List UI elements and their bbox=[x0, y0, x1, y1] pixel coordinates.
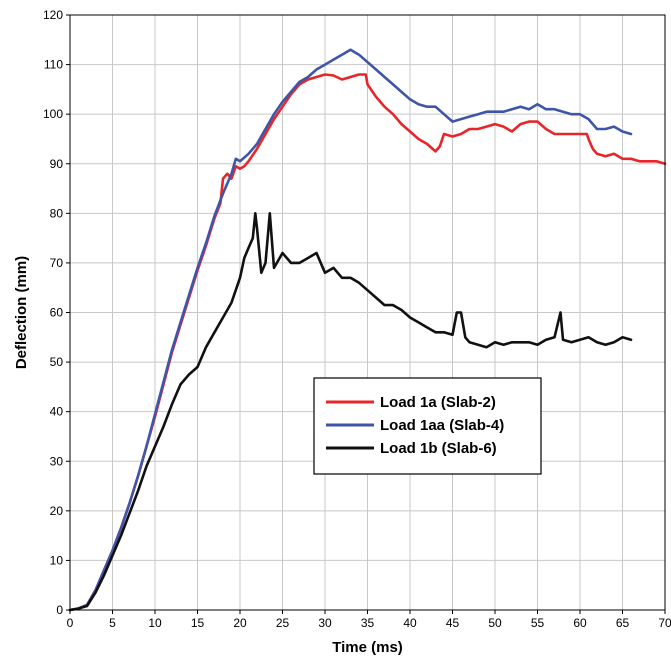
x-tick-label: 65 bbox=[616, 616, 630, 630]
y-tick-label: 100 bbox=[43, 107, 63, 121]
x-tick-label: 45 bbox=[446, 616, 460, 630]
y-tick-label: 0 bbox=[56, 603, 63, 617]
x-tick-label: 40 bbox=[403, 616, 417, 630]
x-tick-label: 25 bbox=[276, 616, 290, 630]
grid bbox=[69, 14, 666, 611]
legend: Load 1a (Slab-2) Load 1aa (Slab-4) Load 1b… bbox=[313, 377, 542, 475]
series-line-2 bbox=[68, 48, 633, 612]
x-tick-label: 35 bbox=[361, 616, 375, 630]
x-tick-label: 10 bbox=[148, 616, 162, 630]
x-tick-label: 20 bbox=[233, 616, 247, 630]
x-tick-label: 70 bbox=[658, 616, 671, 630]
x-tick-label: 30 bbox=[318, 616, 332, 630]
legend-label-3: Load 1b (Slab-6) bbox=[380, 440, 497, 457]
x-tick-label: 5 bbox=[109, 616, 116, 630]
y-axis-ticks: 0 10 20 30 40 50 60 70 80 90 100 110 120 bbox=[43, 8, 70, 617]
y-tick-label: 10 bbox=[50, 553, 64, 567]
legend-label-1: Load 1a (Slab-2) bbox=[380, 394, 496, 411]
x-tick-label: 15 bbox=[191, 616, 205, 630]
legend-label-2: Load 1aa (Slab-4) bbox=[380, 417, 504, 434]
y-tick-label: 110 bbox=[44, 58, 63, 72]
y-tick-label: 40 bbox=[50, 405, 64, 419]
series-lines bbox=[68, 48, 667, 612]
x-axis-title: Time (ms) bbox=[332, 639, 403, 656]
y-tick-label: 70 bbox=[50, 256, 64, 270]
x-axis-ticks: 0 5 10 15 20 25 30 35 40 45 50 55 60 65 70 bbox=[67, 610, 671, 630]
x-tick-label: 55 bbox=[531, 616, 545, 630]
x-tick-label: 0 bbox=[67, 616, 74, 630]
x-tick-label: 60 bbox=[573, 616, 587, 630]
y-tick-label: 80 bbox=[50, 206, 64, 220]
y-axis-title: Deflection (mm) bbox=[13, 256, 30, 369]
series-line-3 bbox=[68, 212, 633, 612]
y-tick-label: 30 bbox=[50, 454, 64, 468]
y-tick-label: 60 bbox=[50, 306, 64, 320]
y-tick-label: 90 bbox=[50, 157, 64, 171]
y-tick-label: 50 bbox=[50, 355, 64, 369]
y-tick-label: 120 bbox=[43, 8, 63, 22]
y-tick-label: 20 bbox=[50, 504, 64, 518]
x-tick-label: 50 bbox=[488, 616, 502, 630]
